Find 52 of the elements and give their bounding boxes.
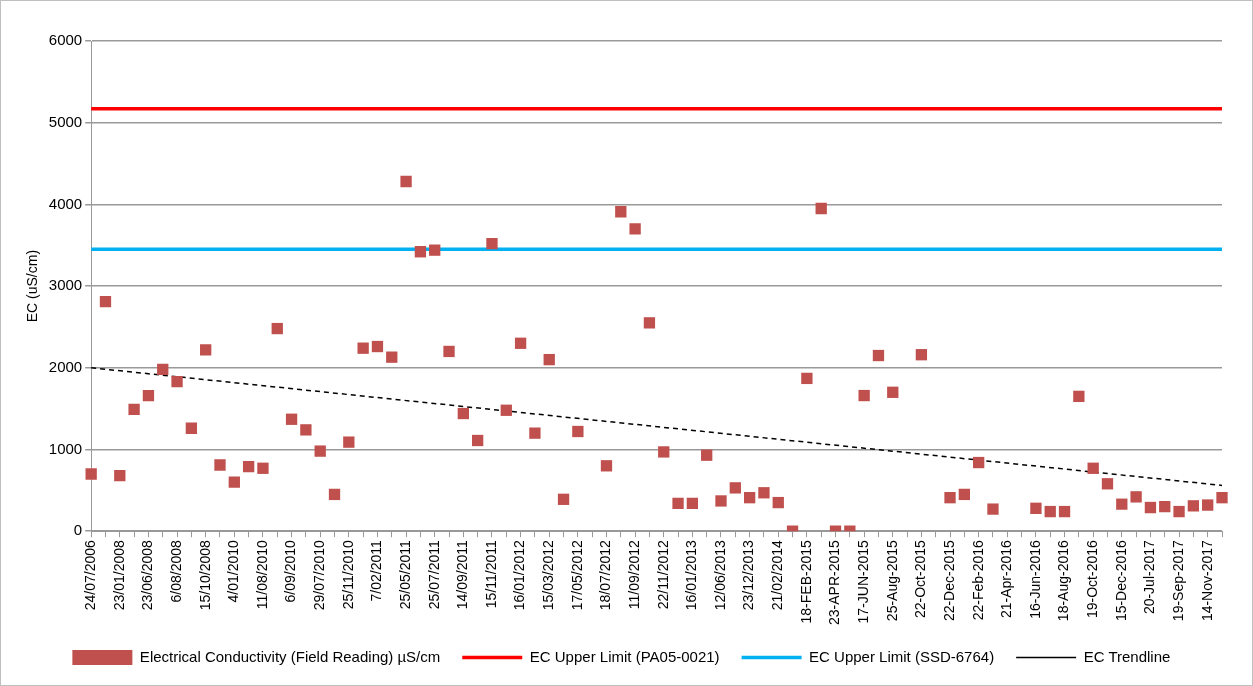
x-tick-label: 16/01/2012 [511, 539, 528, 611]
x-tick-label: 12/06/2013 [711, 539, 728, 611]
x-tick-label: 21-Apr-2016 [998, 539, 1015, 618]
x-tick-label: 18-Aug-2016 [1055, 539, 1072, 622]
y-axis-title: EC (uS/cm) [24, 249, 41, 323]
y-tick-label: 5000 [48, 112, 83, 130]
x-tick-label: 22-Oct-2015 [912, 539, 929, 618]
x-tick-label: 23/12/2013 [740, 539, 757, 611]
x-tick-label: 6/08/2008 [167, 539, 184, 603]
x-tick-label: 20-Jul-2017 [1141, 539, 1158, 615]
x-tick-label: 24/07/2006 [82, 539, 99, 611]
legend-label: EC Upper Limit (SSD-6764) [809, 647, 995, 665]
x-tick-label: 7/02/2011 [368, 539, 385, 602]
x-tick-label: 17-JUN-2015 [855, 539, 871, 624]
x-tick-label: 25/05/2011 [396, 539, 413, 610]
x-tick-label: 23/01/2008 [110, 539, 127, 611]
y-tick-label: 3000 [48, 276, 83, 294]
x-tick-label: 15/11/2011 [482, 539, 499, 609]
y-tick-label: 1000 [48, 439, 83, 457]
x-tick-label: 19-Oct-2016 [1084, 539, 1101, 618]
x-tick-label: 29/07/2010 [311, 539, 328, 611]
x-tick-label: 15/03/2012 [540, 539, 557, 611]
legend-label: EC Upper Limit (PA05-0021) [529, 647, 720, 665]
x-tick-label: 11/08/2010 [253, 539, 270, 610]
legend-label: Electrical Conductivity (Field Reading) µS/cm [139, 647, 441, 665]
x-tick-label: 6/09/2010 [282, 539, 299, 603]
y-tick-label: 6000 [48, 31, 83, 49]
x-tick-label: 18/07/2012 [597, 539, 614, 611]
x-tick-label: 14-Nov-2017 [1198, 539, 1215, 622]
x-tick-label: 14/09/2011 [454, 539, 471, 610]
x-tick-label: 22-Dec-2015 [940, 539, 957, 622]
x-tick-label: 16-Jun-2016 [1026, 539, 1043, 619]
x-tick-label: 4/01/2010 [225, 539, 242, 603]
x-tick-label: 23-APR-2015 [826, 539, 843, 625]
x-tick-label: 25/07/2011 [425, 539, 442, 610]
x-tick-label: 17/05/2012 [568, 539, 585, 611]
y-tick-label: 2000 [48, 357, 83, 375]
x-tick-label: 15-Dec-2016 [1112, 539, 1129, 622]
x-tick-label: 22/11/2012 [654, 539, 671, 610]
x-tick-label: 15/10/2008 [196, 539, 213, 611]
x-tick-label: 19-Sep-2017 [1169, 539, 1186, 622]
x-tick-label: 21/02/2014 [769, 539, 786, 611]
x-tick-label: 22-Feb-2016 [969, 539, 986, 621]
legend-label: EC Trendline [1083, 647, 1171, 665]
x-tick-label: 23/06/2008 [139, 539, 156, 611]
x-tick-label: 25/11/2010 [339, 539, 356, 610]
x-tick-label: 11/09/2012 [625, 539, 642, 610]
x-tick-label: 25-Aug-2015 [883, 539, 900, 622]
y-tick-label: 4000 [48, 194, 83, 212]
x-tick-label: 18-FEB-2015 [797, 539, 814, 624]
x-tick-label: 16/01/2013 [683, 539, 700, 611]
y-tick-label: 0 [73, 521, 83, 539]
